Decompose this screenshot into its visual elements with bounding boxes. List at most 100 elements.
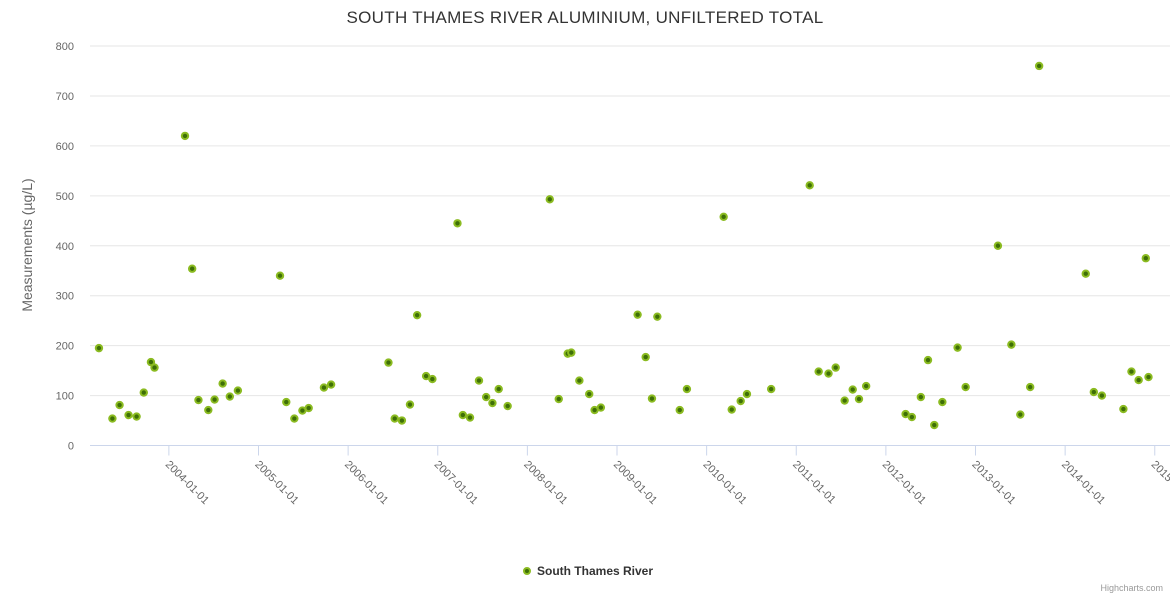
data-point[interactable] — [930, 420, 939, 430]
y-axis-label: 200 — [56, 341, 74, 353]
x-axis-label: 2010-01-01 — [701, 459, 749, 507]
data-point[interactable] — [1141, 254, 1151, 263]
data-point[interactable] — [319, 383, 329, 392]
x-axis-label: 2011-01-01 — [790, 459, 838, 507]
data-point[interactable] — [326, 380, 336, 389]
data-point[interactable] — [139, 388, 148, 397]
data-point[interactable] — [961, 382, 970, 392]
data-point[interactable] — [596, 403, 606, 412]
data-point[interactable] — [474, 376, 484, 385]
data-point[interactable] — [180, 131, 190, 141]
data-point[interactable] — [938, 397, 947, 407]
data-point[interactable] — [641, 352, 650, 362]
y-axis-label: 600 — [56, 141, 74, 153]
data-point[interactable] — [124, 410, 133, 420]
data-point[interactable] — [633, 310, 642, 319]
data-point[interactable] — [108, 414, 117, 423]
data-point[interactable] — [736, 396, 745, 406]
y-axis-label: 100 — [56, 391, 74, 403]
data-point[interactable] — [397, 416, 407, 425]
data-point[interactable] — [1144, 372, 1153, 382]
x-axis-label: 2012-01-01 — [880, 459, 928, 507]
data-point[interactable] — [405, 400, 415, 409]
data-point[interactable] — [1025, 382, 1035, 392]
data-point[interactable] — [805, 181, 814, 190]
data-point[interactable] — [814, 367, 823, 376]
data-point[interactable] — [390, 414, 399, 423]
data-point[interactable] — [225, 392, 235, 401]
data-point[interactable] — [1134, 375, 1143, 385]
data-point[interactable] — [585, 389, 594, 399]
data-point[interactable] — [194, 395, 203, 405]
data-point[interactable] — [824, 369, 833, 378]
data-point[interactable] — [1097, 391, 1107, 400]
legend-marker-icon — [522, 567, 531, 575]
data-point[interactable] — [993, 241, 1003, 250]
data-point[interactable] — [465, 413, 475, 422]
highcharts-credit-link[interactable]: Highcharts.com — [1100, 583, 1163, 593]
data-point[interactable] — [115, 400, 124, 410]
data-point[interactable] — [146, 357, 156, 367]
data-point[interactable] — [304, 403, 313, 413]
data-point[interactable] — [1016, 410, 1025, 419]
data-point[interactable] — [727, 405, 736, 414]
data-point[interactable] — [575, 376, 584, 385]
data-point[interactable] — [1089, 387, 1099, 397]
data-point[interactable] — [923, 355, 933, 365]
legend-item-south-thames-river[interactable]: South Thames River — [522, 564, 653, 578]
y-axis-label: 700 — [56, 91, 74, 103]
data-point[interactable] — [653, 312, 662, 321]
data-point[interactable] — [290, 414, 299, 423]
y-axis-label: 300 — [56, 291, 74, 303]
data-point[interactable] — [840, 396, 849, 405]
data-point[interactable] — [1127, 367, 1136, 376]
data-point[interactable] — [1034, 61, 1044, 71]
data-point[interactable] — [1007, 340, 1016, 349]
data-point[interactable] — [488, 398, 497, 408]
data-point[interactable] — [545, 195, 554, 204]
data-point[interactable] — [204, 405, 213, 415]
data-point[interactable] — [503, 401, 512, 411]
data-point[interactable] — [766, 384, 776, 394]
data-point[interactable] — [421, 371, 431, 381]
data-point[interactable] — [675, 405, 684, 415]
data-point[interactable] — [494, 384, 503, 394]
data-point[interactable] — [412, 310, 422, 320]
data-point[interactable] — [453, 219, 462, 228]
data-point[interactable] — [567, 348, 576, 357]
data-point[interactable] — [233, 386, 243, 395]
data-point[interactable] — [187, 264, 197, 273]
data-point[interactable] — [132, 412, 141, 421]
data-point[interactable] — [916, 392, 926, 402]
chart-title: SOUTH THAMES RIVER ALUMINIUM, UNFILTERED… — [346, 8, 824, 27]
data-point[interactable] — [831, 363, 840, 372]
data-point[interactable] — [210, 395, 219, 404]
data-point[interactable] — [861, 381, 871, 391]
data-point[interactable] — [953, 343, 962, 352]
data-point[interactable] — [428, 374, 437, 384]
x-axis-label: 2009-01-01 — [611, 459, 659, 507]
data-point[interactable] — [150, 363, 159, 372]
data-point[interactable] — [907, 412, 917, 422]
x-axis-label: 2005-01-01 — [252, 459, 300, 507]
data-point[interactable] — [384, 358, 393, 367]
data-point[interactable] — [682, 384, 692, 394]
data-point[interactable] — [282, 397, 291, 407]
data-point[interactable] — [1119, 404, 1128, 414]
data-point[interactable] — [854, 394, 864, 404]
x-axis-label: 2008-01-01 — [521, 459, 569, 507]
data-point[interactable] — [458, 410, 468, 420]
data-point[interactable] — [719, 212, 728, 221]
data-point[interactable] — [554, 394, 563, 404]
data-point[interactable] — [1081, 269, 1090, 278]
data-point[interactable] — [647, 394, 657, 403]
data-point[interactable] — [848, 385, 857, 394]
data-point[interactable] — [94, 343, 104, 353]
data-point[interactable] — [481, 392, 491, 402]
data-point[interactable] — [275, 271, 285, 280]
x-axis-label: 2013-01-01 — [969, 459, 1017, 507]
data-point[interactable] — [742, 389, 752, 399]
data-point[interactable] — [218, 379, 227, 388]
data-point[interactable] — [901, 409, 910, 419]
